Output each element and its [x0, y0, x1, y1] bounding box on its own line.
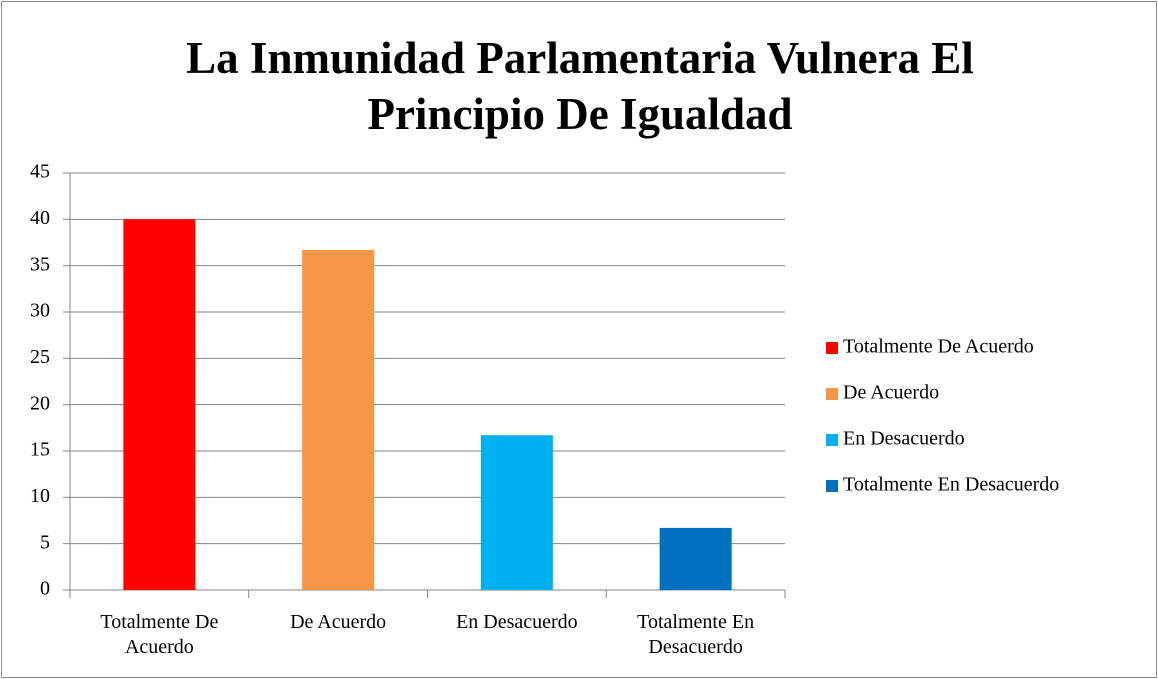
y-tick-label: 15	[30, 439, 50, 461]
chart-title: La Inmunidad Parlamentaria Vulnera El Pr…	[186, 33, 974, 139]
x-tick-label: De Acuerdo	[290, 611, 387, 633]
legend-swatch	[826, 388, 838, 400]
bar	[123, 219, 196, 591]
y-tick-label: 25	[30, 346, 50, 368]
legend-swatch	[826, 434, 838, 446]
y-tick-label: 0	[40, 578, 50, 600]
y-tick-label: 20	[30, 392, 50, 414]
legend-label: Totalmente En Desacuerdo	[843, 474, 1059, 496]
legend-label: En Desacuerdo	[843, 428, 965, 450]
x-tick-label: Totalmente En Desacuerdo	[637, 611, 755, 658]
legend-label: De Acuerdo	[843, 382, 939, 404]
x-tick-label: En Desacuerdo	[456, 611, 578, 633]
y-tick-label: 40	[30, 207, 50, 229]
x-tick-label: Totalmente De Acuerdo	[100, 611, 219, 658]
bar	[480, 435, 553, 590]
y-tick-label: 30	[30, 300, 50, 322]
legend-swatch	[826, 342, 838, 354]
y-tick-label: 45	[30, 161, 50, 183]
legend-swatch	[826, 480, 838, 492]
legend-label: Totalmente De Acuerdo	[843, 336, 1034, 358]
bar	[302, 249, 375, 590]
y-tick-label: 35	[30, 253, 50, 275]
y-tick-label: 5	[40, 531, 50, 553]
y-tick-label: 10	[30, 485, 50, 507]
bar	[659, 527, 732, 590]
